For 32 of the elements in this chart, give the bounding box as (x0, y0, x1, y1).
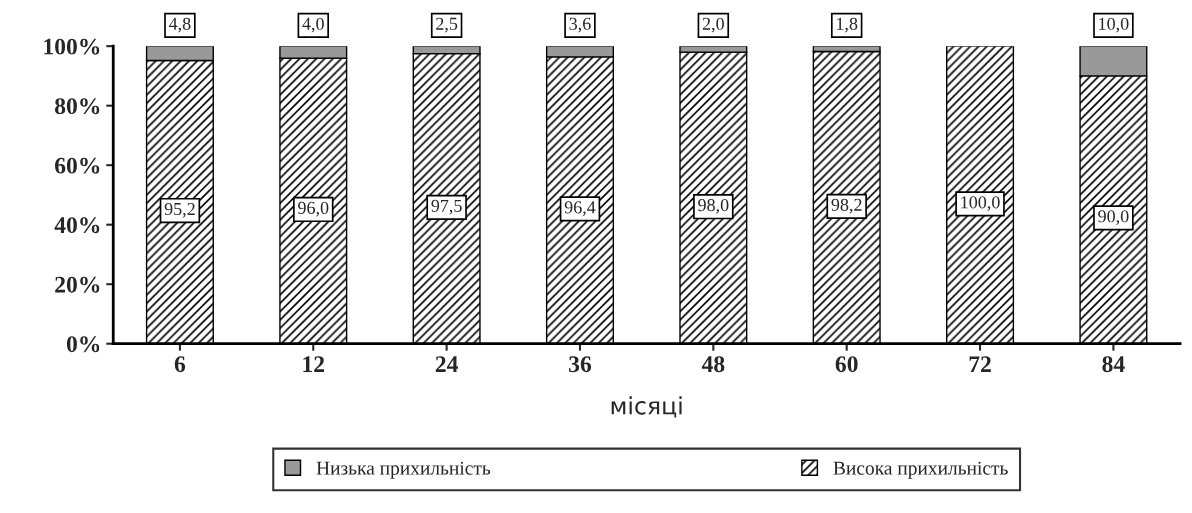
data-label: 96,4 (564, 201, 596, 217)
data-label: 3,6 (569, 17, 591, 33)
y-tick-label: 60% (55, 157, 100, 174)
data-label: 96,0 (298, 201, 329, 217)
x-tick-label: 36 (569, 356, 592, 373)
x-tick-label: 60 (835, 356, 858, 373)
data-label: 10,0 (1099, 17, 1129, 33)
data-label: 4,8 (168, 17, 191, 33)
data-label: 100,0 (961, 196, 1000, 211)
legend-label: Висока прихильність (833, 461, 1008, 479)
y-tick-label: 20% (55, 276, 100, 293)
y-tick-label: 40% (54, 217, 100, 234)
data-label: 95,2 (164, 202, 195, 218)
y-tick-label: 100% (44, 38, 100, 55)
x-tick-label: 6 (174, 356, 186, 373)
data-label: 98,0 (698, 199, 729, 214)
y-tick-label: 0% (66, 336, 100, 353)
y-tick-label: 80% (55, 98, 100, 115)
x-tick-label: 84 (1102, 356, 1125, 373)
data-label: 98,2 (831, 198, 862, 214)
x-tick-label: 48 (701, 356, 725, 373)
x-tick-label: 72 (969, 356, 991, 372)
data-label: 90,0 (1098, 210, 1129, 225)
x-axis-title: місяці (611, 396, 682, 418)
data-label: 2,5 (436, 17, 458, 33)
data-label: 1,8 (837, 17, 858, 33)
legend-label: Низька прихильність (316, 461, 491, 479)
data-label: 2,0 (702, 17, 724, 33)
data-label: 97,5 (431, 199, 462, 215)
x-tick-label: 12 (303, 356, 325, 372)
x-tick-label: 24 (435, 356, 458, 372)
data-label: 4,0 (302, 17, 324, 33)
